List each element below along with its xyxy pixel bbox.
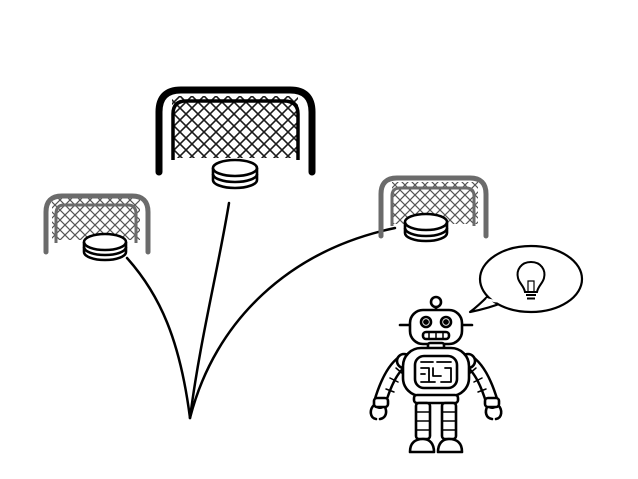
puck-center — [211, 158, 259, 190]
trajectory-left — [125, 256, 192, 420]
center-goal — [155, 86, 316, 176]
puck-left — [82, 232, 128, 262]
right-goal — [378, 175, 489, 239]
trajectory-right — [188, 226, 397, 420]
robot-left-leg — [408, 401, 436, 454]
thought-bubble — [468, 244, 584, 314]
robot-left-arm — [369, 353, 412, 421]
puck-right — [403, 212, 449, 243]
trajectory-center — [188, 201, 231, 420]
robot-right-leg — [436, 401, 464, 454]
robot — [369, 295, 503, 454]
left-goal — [43, 193, 151, 255]
shot-trajectories — [125, 201, 397, 420]
lightbulb-icon — [516, 260, 546, 300]
robot-right-arm — [460, 353, 503, 421]
